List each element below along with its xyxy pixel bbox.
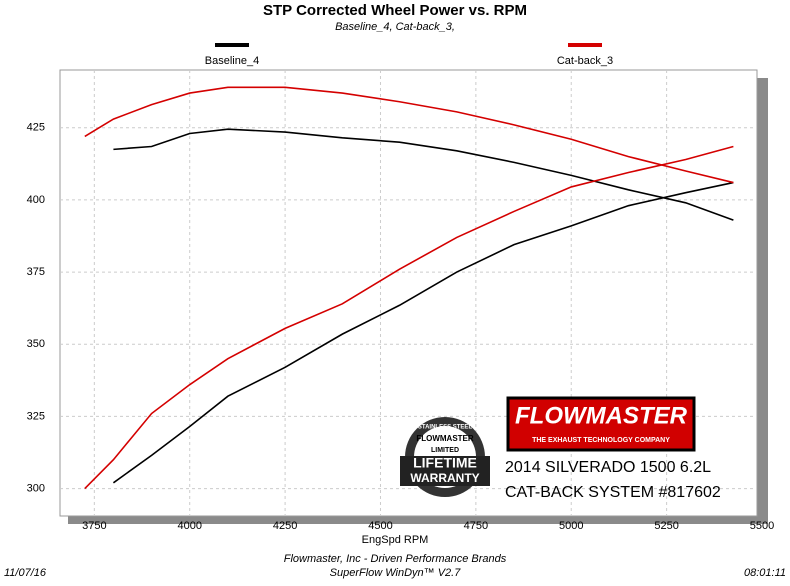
- badge-text: STAINLESS STEEL: [418, 425, 473, 431]
- y-tick-label: 400: [27, 194, 45, 206]
- x-tick-label: 5500: [750, 520, 774, 532]
- badge-band: [400, 456, 490, 486]
- badge-text: LIMITED: [431, 447, 459, 454]
- legend-label: Cat-back_3: [557, 55, 613, 67]
- y-tick-label: 325: [27, 410, 45, 422]
- y-tick-label: 350: [27, 338, 45, 350]
- data-line: [113, 128, 734, 221]
- x-tick-label: 4500: [368, 520, 392, 532]
- footer-date: 11/07/16: [4, 567, 47, 579]
- badge-text: FLOWMASTER: [416, 434, 474, 443]
- system-text: CAT-BACK SYSTEM #817602: [505, 484, 721, 501]
- data-line: [84, 86, 734, 184]
- chart-title: STP Corrected Wheel Power vs. RPM: [263, 2, 527, 19]
- logo: FLOWMASTER THE EXHAUST TECHNOLOGY COMPAN…: [506, 396, 696, 452]
- x-tick-label: 3750: [82, 520, 106, 532]
- x-tick-label: 5000: [559, 520, 583, 532]
- data-line: [112, 181, 734, 484]
- x-tick-label: 5250: [654, 520, 678, 532]
- logo-box: [506, 396, 696, 452]
- vehicle-text: 2014 SILVERADO 1500 6.2L: [505, 459, 711, 476]
- x-tick-label: 4000: [177, 520, 201, 532]
- footer-software: SuperFlow WinDyn™ V2.7: [330, 567, 462, 579]
- logo-tagline: THE EXHAUST TECHNOLOGY COMPANY: [532, 437, 670, 444]
- badge-text: LIFETIME: [413, 455, 477, 471]
- badge-text: WARRANTY: [410, 471, 479, 485]
- data-line: [84, 145, 734, 490]
- y-tick-label: 425: [27, 122, 45, 134]
- x-tick-label: 4750: [464, 520, 488, 532]
- y-tick-label: 300: [27, 482, 45, 494]
- x-tick-label: 4250: [273, 520, 297, 532]
- chart-subtitle: Baseline_4, Cat-back_3,: [335, 21, 455, 33]
- footer-company: Flowmaster, Inc - Driven Performance Bra…: [284, 553, 507, 565]
- footer-time: 08:01:11: [744, 567, 786, 579]
- logo-text: FLOWMASTER: [515, 402, 688, 429]
- y-tick-label: 375: [27, 266, 45, 278]
- legend-label: Baseline_4: [205, 55, 259, 67]
- x-axis-label: EngSpd RPM: [362, 534, 429, 546]
- warranty-badge: STAINLESS STEEL FLOWMASTER LIMITED LIFET…: [400, 417, 490, 497]
